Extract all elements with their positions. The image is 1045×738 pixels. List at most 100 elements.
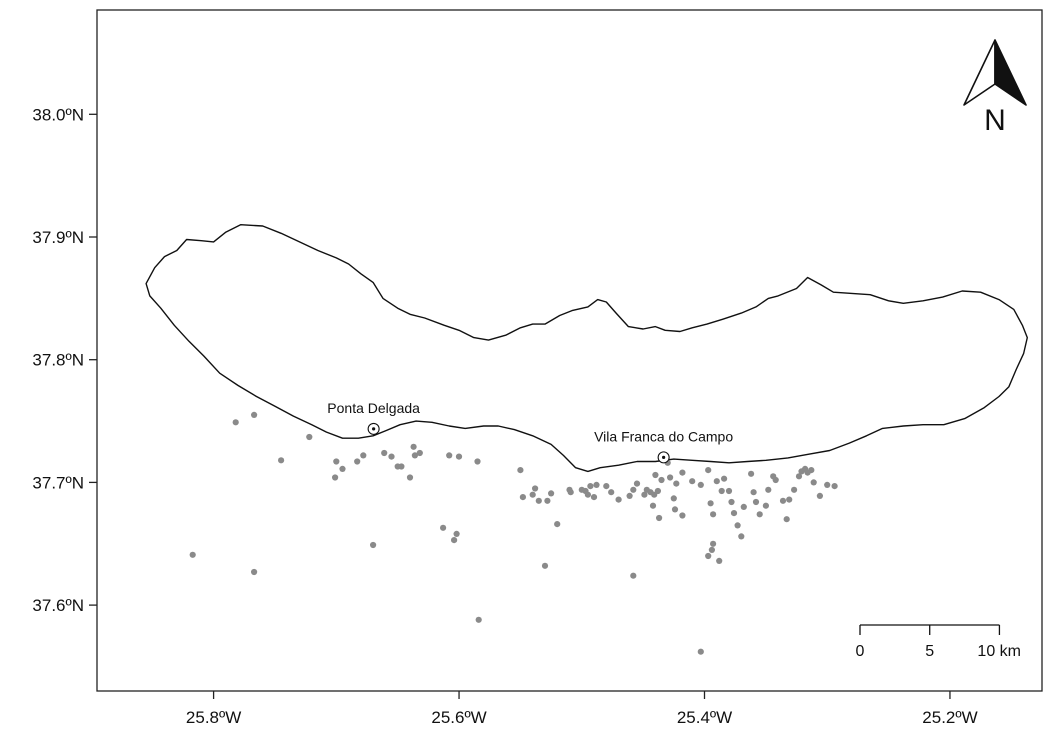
sample-point [381, 449, 388, 457]
axis-ticks: 25.8ºW 25.6ºW 25.4ºW 25.2ºW 38.0ºN 37.9ºN 37.8… [32, 105, 977, 727]
sample-point [654, 487, 662, 495]
place-label: Vila Franca do Campo [594, 428, 733, 444]
place-marker-dot [662, 455, 666, 459]
sample-point [756, 511, 763, 518]
sample-point [630, 486, 637, 493]
sample-point [590, 494, 598, 501]
sample-point [446, 452, 453, 459]
place-label: Ponta Delgada [327, 400, 420, 416]
sample-point [810, 479, 817, 486]
sample-point [388, 453, 395, 460]
sample-point [584, 491, 592, 498]
sample-point [697, 648, 704, 655]
sample-point [762, 502, 770, 509]
sample-point [232, 419, 239, 426]
sample-points [189, 411, 838, 655]
sample-point [824, 481, 831, 488]
north-arrow-right-half-icon [994, 39, 1027, 106]
sample-point [630, 572, 637, 579]
sample-point [370, 541, 377, 549]
sample-point [649, 502, 657, 509]
sample-point [671, 506, 679, 513]
sample-point [730, 509, 738, 517]
sample-point [765, 486, 772, 493]
y-tick-label: 37.8ºN [32, 351, 84, 370]
sample-point [656, 514, 663, 522]
sample-point [718, 487, 725, 495]
sample-point [673, 480, 680, 487]
sample-point [603, 483, 610, 490]
sample-point [517, 467, 524, 474]
sample-point [725, 487, 733, 495]
sample-point [529, 491, 536, 498]
sample-point [544, 497, 551, 504]
place-markers: Ponta Delgada Vila Franca do Campo [327, 400, 733, 464]
sample-point [474, 458, 481, 465]
map-frame [96, 9, 1043, 692]
north-label: N [984, 104, 1006, 137]
x-tick-label: 25.4ºW [677, 708, 732, 727]
sample-point [740, 503, 747, 510]
y-tick-label: 37.7ºN [32, 473, 84, 492]
sample-point [708, 546, 716, 554]
sample-point [278, 457, 285, 464]
sample-point [750, 489, 757, 496]
sample-point [710, 511, 717, 518]
sample-point [541, 562, 549, 569]
sample-point [519, 494, 527, 501]
sample-point [532, 485, 539, 492]
sample-point [332, 474, 339, 481]
sample-point [670, 495, 677, 502]
sample-point [707, 500, 714, 507]
sample-point [411, 452, 418, 459]
scale-bar: 0 5 10 km [856, 624, 1021, 660]
sample-point [633, 480, 641, 487]
sample-point [251, 568, 258, 576]
sample-point [716, 557, 723, 565]
place-marker-dot [372, 427, 376, 431]
sample-point [734, 522, 741, 529]
sample-point [593, 481, 600, 488]
sample-point [752, 498, 760, 506]
sample-point [548, 490, 555, 497]
sample-point [816, 492, 824, 499]
sample-point [587, 483, 594, 490]
sample-point [416, 449, 423, 457]
sample-point [333, 458, 340, 465]
sample-point [475, 616, 482, 623]
sample-point [705, 467, 712, 474]
sample-point [652, 471, 659, 479]
sample-point [658, 476, 665, 484]
sample-point [679, 512, 686, 519]
y-tick-label: 38.0ºN [32, 105, 84, 124]
sample-point [451, 537, 458, 544]
sample-point [360, 452, 367, 459]
sample-point [713, 478, 720, 485]
sample-point [721, 475, 728, 482]
sample-point [738, 533, 745, 540]
sample-point [339, 465, 346, 472]
sample-point [554, 521, 561, 528]
sample-point [306, 433, 313, 441]
sample-point [779, 497, 787, 504]
sample-point [641, 491, 648, 498]
sample-point [455, 453, 463, 460]
sample-point [608, 489, 615, 496]
scale-bar-label: 10 km [977, 643, 1021, 660]
scale-bar-label: 0 [856, 643, 865, 660]
sample-point [831, 483, 838, 490]
sample-point [410, 443, 417, 450]
north-arrow: N [963, 39, 1027, 137]
sample-point [748, 470, 755, 477]
sample-point [406, 474, 414, 481]
sample-point [626, 492, 633, 499]
sample-point [535, 497, 542, 504]
sample-point [398, 463, 405, 470]
sample-point [791, 486, 798, 493]
sample-point [710, 540, 717, 547]
x-tick-label: 25.8ºW [186, 708, 241, 727]
sample-point [566, 486, 573, 493]
sample-point [440, 524, 447, 531]
sample-point [615, 496, 622, 503]
